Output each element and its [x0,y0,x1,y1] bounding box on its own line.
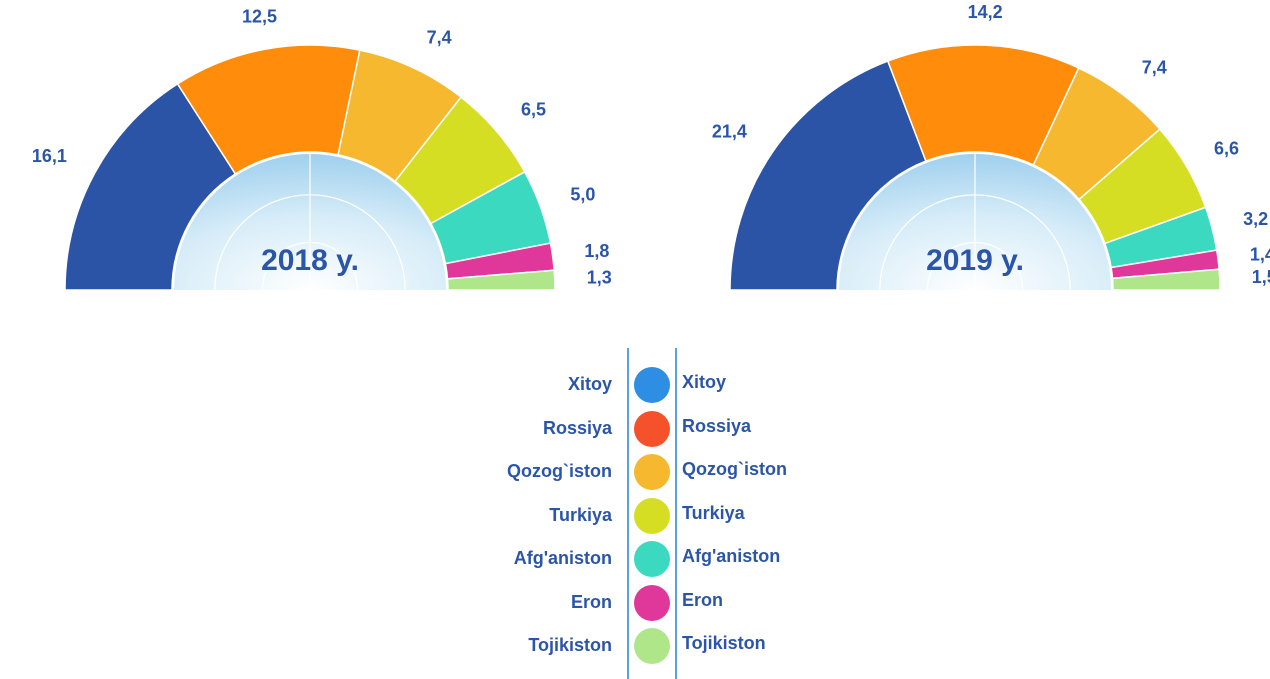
legend-label: Tojikiston [682,633,766,653]
legend-swatch [634,628,670,664]
value-label: 21,4 [712,122,747,142]
slice [1111,268,1221,291]
value-label: 1,4 [1250,244,1270,264]
legend-label: Qozog`iston [682,459,787,479]
legend-swatch [634,541,670,577]
legend-label: Xitoy [568,374,612,394]
value-label: 5,0 [570,184,595,204]
legend-label: Rossiya [682,416,752,436]
legend-label: Qozog`iston [507,461,612,481]
chart-title: 2018 y. [261,244,359,277]
legend-swatch [634,498,670,534]
chart-title: 2019 y. [926,244,1024,277]
legend-swatch [634,411,670,447]
slice [446,269,556,291]
legend-label: Turkiya [682,503,746,523]
legend-swatch [634,585,670,621]
value-label: 1,8 [584,241,609,261]
legend-label: Xitoy [682,372,726,392]
legend-label: Afg'aniston [682,546,780,566]
legend-swatch [634,454,670,490]
legend-label: Tojikiston [528,635,612,655]
legend-label: Eron [682,590,723,610]
legend-label: Turkiya [549,505,613,525]
value-label: 12,5 [242,6,277,26]
legend-label: Eron [571,592,612,612]
slice [729,60,927,291]
value-label: 1,5 [1252,267,1270,287]
value-label: 3,2 [1243,209,1268,229]
value-label: 1,3 [587,268,612,288]
value-label: 6,5 [521,99,546,119]
value-label: 14,2 [968,2,1003,22]
value-label: 7,4 [1142,58,1167,78]
legend-label: Rossiya [543,418,613,438]
value-label: 7,4 [427,28,452,48]
value-label: 16,1 [32,146,67,166]
value-label: 6,6 [1214,139,1239,159]
legend-swatch [634,367,670,403]
legend-label: Afg'aniston [514,548,612,568]
